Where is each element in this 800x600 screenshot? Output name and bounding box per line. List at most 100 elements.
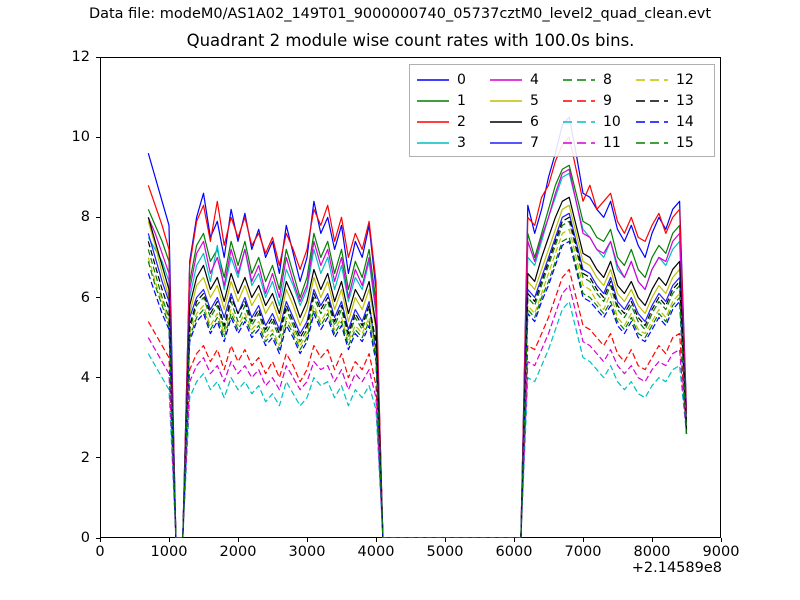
legend-swatch-3	[417, 141, 449, 144]
series-line-2	[147, 136, 688, 538]
legend-label-3: 3	[457, 134, 466, 151]
series-line-9	[147, 268, 688, 538]
x-tick-mark	[651, 538, 653, 542]
series-line-7	[147, 212, 688, 538]
legend[interactable]: 0 4 8 12 1 5 9 13 2 6 10 14 3 7 11 15	[409, 64, 715, 157]
chart-title: Quadrant 2 module wise count rates with …	[186, 31, 635, 50]
legend-item-0[interactable]: 0	[416, 69, 489, 90]
legend-label-11: 11	[603, 134, 621, 151]
y-tick-mark	[96, 136, 100, 138]
x-tick-mark	[582, 538, 584, 542]
y-tick-label: 4	[80, 369, 90, 386]
x-tick-mark	[99, 538, 101, 542]
legend-label-4: 4	[530, 71, 539, 88]
y-tick-mark	[96, 216, 100, 218]
x-axis-offset-label: +2.14589e8	[631, 560, 722, 576]
legend-item-8[interactable]: 8	[562, 69, 635, 90]
legend-label-13: 13	[676, 92, 694, 109]
legend-label-2: 2	[457, 113, 466, 130]
legend-label-5: 5	[530, 92, 539, 109]
legend-swatch-10	[563, 120, 595, 123]
legend-label-0: 0	[457, 71, 466, 88]
x-tick-mark	[444, 538, 446, 542]
legend-item-7[interactable]: 7	[489, 132, 562, 153]
series-line-11	[147, 284, 688, 538]
y-tick-mark	[96, 537, 100, 539]
series-line-8	[147, 220, 688, 538]
x-tick-label: 8000	[633, 544, 671, 560]
legend-swatch-13	[636, 99, 668, 102]
legend-item-4[interactable]: 4	[489, 69, 562, 90]
series-line-5	[147, 204, 688, 538]
legend-item-5[interactable]: 5	[489, 90, 562, 111]
x-tick-label: 0	[95, 544, 105, 560]
legend-swatch-8	[563, 78, 595, 81]
x-tick-label: 7000	[564, 544, 602, 560]
plot-lines	[147, 116, 688, 538]
series-line-4	[147, 168, 688, 538]
x-tick-label: 4000	[357, 544, 395, 560]
y-tick-mark	[96, 56, 100, 58]
y-tick-label: 10	[71, 129, 90, 146]
y-tick-label: 0	[80, 530, 90, 546]
y-tick-label: 6	[80, 289, 90, 306]
legend-item-10[interactable]: 10	[562, 111, 635, 132]
legend-item-3[interactable]: 3	[416, 132, 489, 153]
x-tick-label: 3000	[288, 544, 326, 560]
legend-swatch-4	[490, 78, 522, 81]
series-line-6	[147, 196, 688, 538]
legend-item-12[interactable]: 12	[635, 69, 708, 90]
legend-swatch-7	[490, 141, 522, 144]
legend-label-9: 9	[603, 92, 612, 109]
series-line-10	[147, 300, 688, 538]
x-tick-mark	[306, 538, 308, 542]
legend-item-6[interactable]: 6	[489, 111, 562, 132]
legend-label-12: 12	[676, 71, 694, 88]
series-line-12	[147, 228, 688, 538]
data-file-label: Data file: modeM0/AS1A02_149T01_90000007…	[88, 6, 712, 22]
legend-item-14[interactable]: 14	[635, 111, 708, 132]
x-tick-label: 6000	[495, 544, 533, 560]
legend-swatch-5	[490, 99, 522, 102]
legend-label-1: 1	[457, 92, 466, 109]
legend-swatch-9	[563, 99, 595, 102]
x-tick-label: 5000	[426, 544, 464, 560]
legend-label-8: 8	[603, 71, 612, 88]
legend-swatch-6	[490, 120, 522, 123]
y-tick-label: 2	[80, 449, 90, 466]
series-line-14	[147, 240, 688, 538]
legend-swatch-11	[563, 141, 595, 144]
legend-swatch-15	[636, 141, 668, 144]
y-tick-mark	[96, 457, 100, 459]
y-tick-label: 12	[71, 49, 90, 65]
series-line-3	[147, 172, 688, 538]
x-tick-mark	[720, 538, 722, 542]
y-tick-mark	[96, 377, 100, 379]
legend-item-2[interactable]: 2	[416, 111, 489, 132]
legend-label-10: 10	[603, 113, 621, 130]
x-tick-label: 2000	[219, 544, 257, 560]
legend-label-14: 14	[676, 113, 694, 130]
legend-label-7: 7	[530, 134, 539, 151]
legend-label-15: 15	[676, 134, 694, 151]
series-line-15	[147, 236, 688, 538]
legend-swatch-1	[417, 99, 449, 102]
legend-item-15[interactable]: 15	[635, 132, 708, 153]
y-tick-label: 8	[80, 209, 90, 226]
legend-item-1[interactable]: 1	[416, 90, 489, 111]
y-tick-mark	[96, 297, 100, 298]
legend-item-9[interactable]: 9	[562, 90, 635, 111]
x-tick-mark	[168, 538, 170, 542]
legend-swatch-0	[417, 78, 449, 81]
legend-item-13[interactable]: 13	[635, 90, 708, 111]
series-line-13	[147, 216, 688, 538]
x-tick-mark	[513, 538, 515, 542]
x-tick-mark	[375, 538, 377, 542]
legend-swatch-2	[417, 120, 449, 123]
legend-item-11[interactable]: 11	[562, 132, 635, 153]
series-line-0	[147, 116, 688, 538]
legend-swatch-14	[636, 120, 668, 123]
legend-swatch-12	[636, 78, 668, 81]
x-tick-label: 1000	[150, 544, 188, 560]
